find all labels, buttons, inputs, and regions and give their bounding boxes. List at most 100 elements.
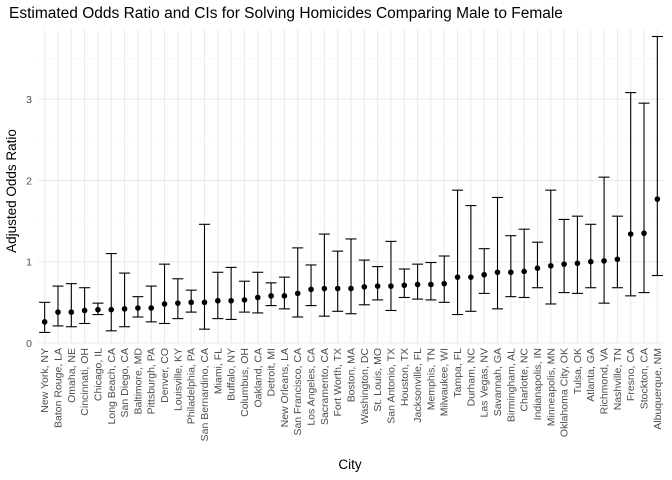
x-tick-label: Boston, MA (346, 348, 358, 402)
x-tick-label: Denver, CO (159, 348, 171, 403)
estimate-point (228, 297, 234, 304)
error-bar (159, 263, 171, 325)
x-tick-label: San Francisco, CA (292, 348, 304, 436)
error-bar (305, 264, 317, 307)
estimate-point (281, 293, 288, 299)
error-bar (345, 238, 357, 315)
x-tick-label: Buffalo, NY (226, 348, 238, 401)
estimate-point (401, 282, 408, 289)
x-tick-label: Nashville, TN (612, 348, 624, 410)
error-bar (225, 266, 237, 320)
x-tick-label: Oakland, CA (252, 348, 264, 408)
x-tick-label: Oklahoma City, OK (559, 348, 571, 437)
x-tick-label: Chicago, IL (92, 348, 104, 401)
error-bar (585, 223, 597, 289)
estimate-point (454, 274, 461, 280)
error-bar (638, 102, 650, 294)
x-tick-label: Los Angeles, CA (306, 348, 318, 426)
estimate-point (348, 285, 354, 292)
estimate-point (481, 271, 487, 278)
x-tick-label: Richmond, VA (599, 348, 611, 414)
error-bar (505, 235, 517, 298)
estimate-point (414, 281, 421, 288)
estimate-point (361, 284, 368, 290)
error-bar (412, 263, 424, 300)
error-bar (52, 285, 64, 327)
estimate-point (81, 307, 88, 314)
error-bar (172, 278, 184, 320)
estimate-point (561, 261, 567, 267)
error-bar (39, 301, 51, 333)
error-bar (212, 271, 224, 320)
estimate-point (587, 258, 594, 265)
y-tick-label: 2 (26, 175, 32, 187)
error-bar (545, 189, 557, 305)
error-bar (252, 271, 264, 314)
y-tick-label: 0 (26, 338, 32, 350)
estimate-point (241, 297, 248, 303)
estimate-point (627, 231, 634, 237)
error-bar (238, 280, 250, 313)
x-tick-label: Houston, TX (399, 348, 411, 406)
estimate-point (108, 306, 115, 313)
x-axis-ticks: New York, NY Baton Rouge, LA Omaha, NE Cinc… (39, 348, 664, 442)
estimate-point (188, 299, 194, 306)
x-tick-label: Savannah, GA (492, 348, 504, 416)
estimate-point (654, 196, 661, 202)
error-bar (452, 189, 464, 316)
x-tick-label: St. Louis, MO (372, 348, 384, 412)
estimate-point (175, 300, 181, 306)
x-tick-label: Atlanta, GA (585, 348, 597, 402)
x-tick-label: Jacksonville, FL (412, 348, 424, 423)
estimate-point (641, 230, 647, 237)
estimate-point (161, 301, 168, 307)
estimate-point (428, 281, 434, 288)
estimate-point (148, 305, 155, 311)
y-tick-label: 1 (26, 257, 32, 269)
estimate-point (441, 280, 448, 287)
x-tick-label: Philadelphia, PA (186, 348, 198, 424)
x-tick-label: Milwaukee, WI (439, 348, 451, 416)
estimate-point (121, 306, 128, 312)
x-tick-label: Columbus, OH (239, 348, 251, 417)
error-bar (598, 176, 610, 304)
estimate-point (547, 262, 554, 269)
error-bar (625, 92, 637, 297)
error-bar (65, 283, 77, 328)
x-tick-label: Indianapolis, IN (532, 348, 544, 420)
error-bar (105, 253, 117, 332)
x-tick-label: San Antonio, TX (385, 348, 397, 424)
error-bar (198, 223, 210, 330)
x-tick-label: Durham, NC (465, 348, 477, 407)
error-bar (651, 35, 663, 277)
estimate-point (55, 309, 61, 315)
error-bar (492, 196, 504, 310)
estimate-point (68, 309, 75, 315)
x-tick-label: Fort Worth, TX (332, 348, 344, 416)
error-bar (292, 247, 304, 318)
x-tick-label: Tulsa, OK (572, 348, 584, 394)
estimate-point (334, 285, 341, 292)
error-bar (611, 215, 623, 289)
estimate-point (601, 258, 607, 264)
x-tick-label: New Orleans, LA (279, 348, 291, 427)
x-tick-label: Las Vegas, NV (479, 348, 491, 417)
estimate-point (574, 260, 581, 267)
x-tick-label: Sacramento, CA (319, 348, 331, 425)
chart-title: Estimated Odds Ratio and CIs for Solving… (9, 5, 563, 22)
estimate-point (215, 297, 221, 304)
data-marks (39, 35, 663, 333)
x-tick-label: Fresno, CA (625, 348, 637, 401)
error-bar (278, 276, 290, 310)
y-tick-label: 3 (26, 94, 32, 106)
x-tick-label: New York, NY (39, 348, 51, 413)
estimate-point (95, 306, 101, 313)
x-tick-label: Cincinnati, OH (79, 348, 91, 416)
estimate-point (614, 256, 621, 263)
error-bar (79, 287, 91, 325)
error-bar (372, 266, 384, 301)
error-bar (531, 241, 543, 289)
estimate-point (268, 293, 274, 299)
estimate-point (521, 268, 527, 275)
